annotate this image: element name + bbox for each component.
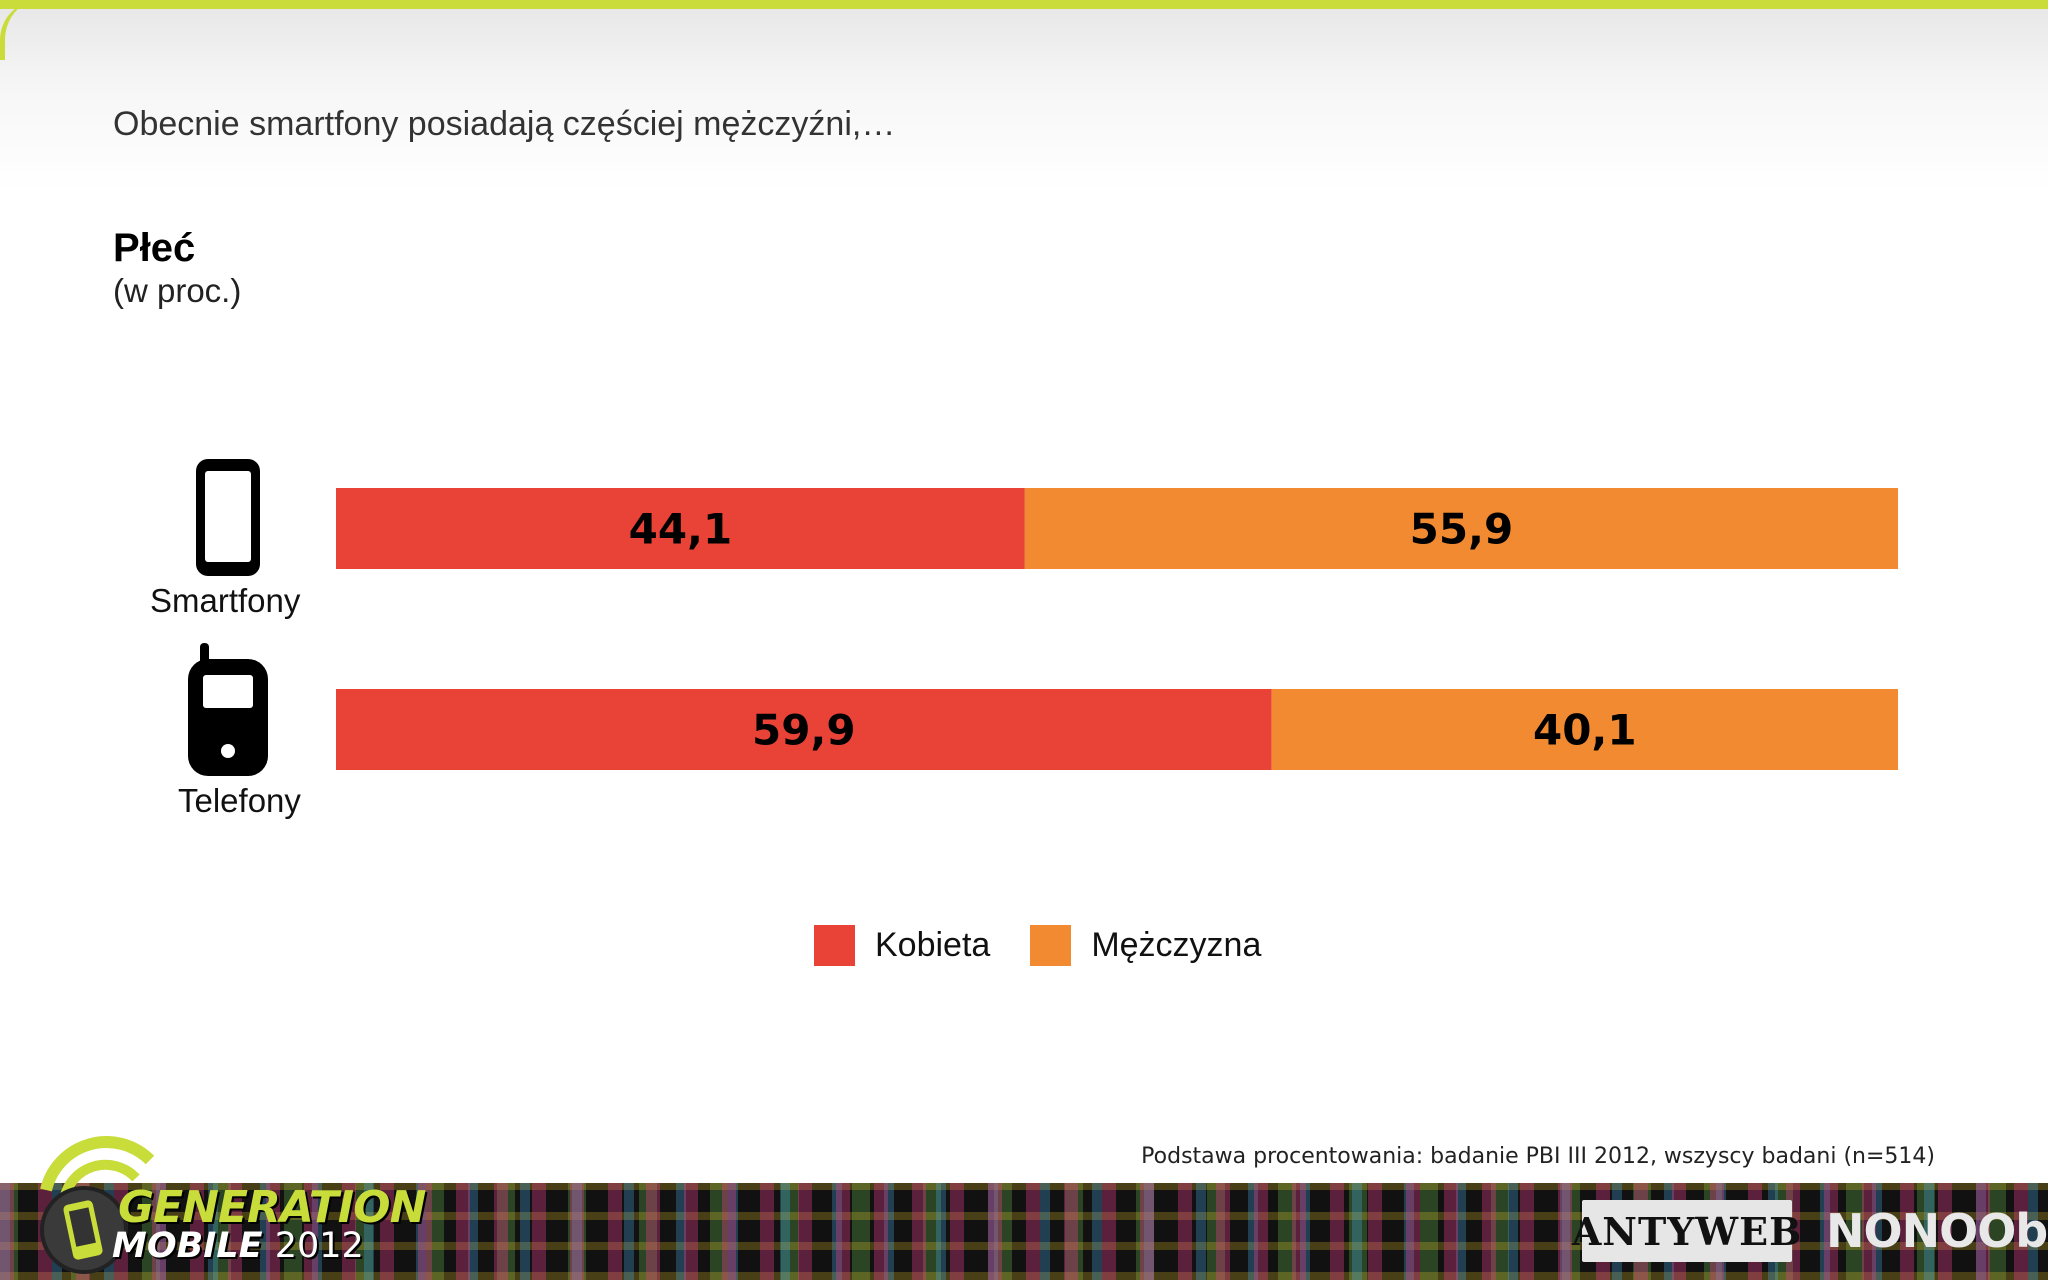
legend-swatch-kobieta bbox=[814, 924, 855, 966]
category-label-telefony: Telefony bbox=[178, 782, 301, 819]
footer-banner bbox=[0, 1183, 2048, 1280]
legend-swatch-mezczyzna bbox=[1030, 924, 1072, 966]
signal-arcs-icon bbox=[40, 1136, 155, 1274]
logo-text-generation: GENERATION bbox=[118, 1182, 426, 1233]
bar-telefony-1 bbox=[1271, 689, 1898, 770]
logo-text-mobile: MOBILE 2012 bbox=[112, 1226, 364, 1266]
page-headline: Obecnie smartfony posiadają częściej męż… bbox=[113, 105, 896, 143]
antyweb-logo: ANTYWEB bbox=[1572, 1200, 1801, 1262]
chart-title: Płeć bbox=[113, 226, 196, 270]
legend: Kobieta Mężczyzna bbox=[814, 920, 1301, 970]
cellphone-icon bbox=[188, 643, 268, 776]
accent-corner bbox=[0, 0, 40, 60]
footnote: Podstawa procentowania: badanie PBI III … bbox=[1141, 1144, 1935, 1169]
smartphone-icon bbox=[196, 459, 260, 576]
legend-label-kobieta: Kobieta bbox=[875, 925, 991, 964]
header-background bbox=[0, 0, 2048, 190]
category-label-smartfony: Smartfony bbox=[150, 582, 301, 619]
legend-item-kobieta: Kobieta bbox=[814, 924, 991, 966]
bar-smartfony-0 bbox=[336, 488, 1025, 569]
chart-subtitle: (w proc.) bbox=[113, 272, 242, 309]
bar-telefony-0 bbox=[336, 689, 1272, 770]
data-label-smartfony-0: 44,1 bbox=[629, 505, 733, 554]
logo-text-year: 2012 bbox=[274, 1226, 364, 1266]
bar-smartfony-1 bbox=[1024, 488, 1898, 569]
legend-label-mezczyzna: Mężczyzna bbox=[1091, 925, 1262, 964]
data-label-telefony-1: 40,1 bbox=[1533, 706, 1637, 755]
data-label-telefony-0: 59,9 bbox=[752, 706, 856, 755]
data-label-smartfony-1: 55,9 bbox=[1410, 505, 1514, 554]
accent-line bbox=[0, 0, 2048, 9]
logo-text-mobile-word: MOBILE bbox=[112, 1226, 263, 1266]
legend-item-mezczyzna: Mężczyzna bbox=[1030, 924, 1262, 966]
nonoobs-logo: NONOObS bbox=[1826, 1204, 2048, 1258]
generation-mobile-logo: GENERATION MOBILE 2012 bbox=[28, 1120, 428, 1280]
